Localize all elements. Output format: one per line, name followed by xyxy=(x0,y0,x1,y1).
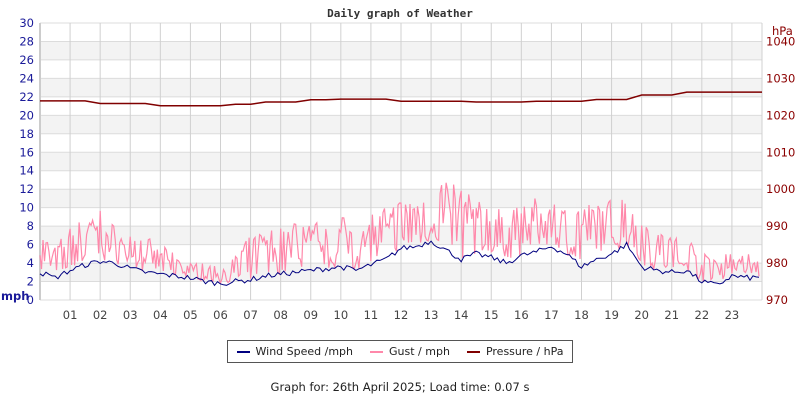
gust-series-line xyxy=(39,182,760,285)
right-tick-label: 1030 xyxy=(766,71,795,85)
x-tick-label: 04 xyxy=(153,308,168,322)
left-tick-label: 10 xyxy=(19,201,34,215)
x-tick-label: 07 xyxy=(243,308,258,322)
right-axis-label: hPa xyxy=(772,24,793,38)
left-tick-label: 4 xyxy=(27,256,34,270)
left-tick-label: 2 xyxy=(27,275,34,289)
left-tick-label: 6 xyxy=(27,238,34,252)
legend-swatch xyxy=(466,350,480,353)
legend-swatch xyxy=(236,350,250,353)
x-tick-label: 16 xyxy=(514,308,529,322)
right-tick-label: 1040 xyxy=(766,34,795,48)
x-tick-label: 12 xyxy=(394,308,409,322)
x-tick-label: 23 xyxy=(725,308,740,322)
x-tick-label: 17 xyxy=(544,308,559,322)
right-tick-label: 970 xyxy=(766,293,788,307)
left-tick-label: 14 xyxy=(19,164,34,178)
legend-item-wind: Wind Speed /mph xyxy=(236,345,354,358)
x-tick-label: 06 xyxy=(213,308,228,322)
left-tick-label: 28 xyxy=(19,34,34,48)
x-tick-label: 14 xyxy=(454,308,469,322)
legend: Wind Speed /mph Gust / mph Pressure / hP… xyxy=(227,340,573,363)
left-tick-label: 8 xyxy=(27,219,34,233)
chart-title: Daily graph of Weather xyxy=(327,7,473,20)
right-tick-label: 1020 xyxy=(766,108,795,122)
left-tick-label: 24 xyxy=(19,71,34,85)
x-tick-label: 03 xyxy=(123,308,138,322)
x-tick-label: 05 xyxy=(183,308,198,322)
legend-swatch xyxy=(370,350,384,353)
caption: Graph for: 26th April 2025; Load time: 0… xyxy=(270,380,530,394)
left-tick-label: 26 xyxy=(19,53,34,67)
left-tick-label: 16 xyxy=(19,145,34,159)
legend-label: Wind Speed /mph xyxy=(255,345,354,358)
x-tick-label: 20 xyxy=(634,308,649,322)
legend-label: Gust / mph xyxy=(389,345,450,358)
wind-series-line xyxy=(39,240,760,287)
x-tick-label: 02 xyxy=(93,308,108,322)
x-tick-label: 11 xyxy=(364,308,379,322)
left-tick-label: 0 xyxy=(27,293,34,307)
x-tick-label: 01 xyxy=(63,308,78,322)
x-tick-label: 19 xyxy=(604,308,619,322)
left-axis-label: mph xyxy=(1,289,29,303)
x-tick-label: 10 xyxy=(334,308,349,322)
x-tick-label: 09 xyxy=(303,308,318,322)
left-tick-label: 20 xyxy=(19,108,34,122)
x-tick-label: 15 xyxy=(484,308,499,322)
right-tick-label: 980 xyxy=(766,256,788,270)
x-tick-label: 13 xyxy=(424,308,439,322)
legend-label: Pressure / hPa xyxy=(485,345,564,358)
right-tick-label: 990 xyxy=(766,219,788,233)
left-tick-label: 22 xyxy=(19,90,34,104)
legend-item-pressure: Pressure / hPa xyxy=(466,345,564,358)
left-tick-label: 12 xyxy=(19,182,34,196)
x-tick-label: 18 xyxy=(574,308,589,322)
pressure-series-line xyxy=(40,91,762,107)
x-tick-label: 08 xyxy=(273,308,288,322)
x-tick-label: 21 xyxy=(664,308,679,322)
legend-item-gust: Gust / mph xyxy=(370,345,450,358)
x-tick-label: 22 xyxy=(695,308,710,322)
left-tick-label: 18 xyxy=(19,127,34,141)
right-tick-label: 1010 xyxy=(766,145,795,159)
left-tick-label: 30 xyxy=(19,16,34,30)
right-tick-label: 1000 xyxy=(766,182,795,196)
